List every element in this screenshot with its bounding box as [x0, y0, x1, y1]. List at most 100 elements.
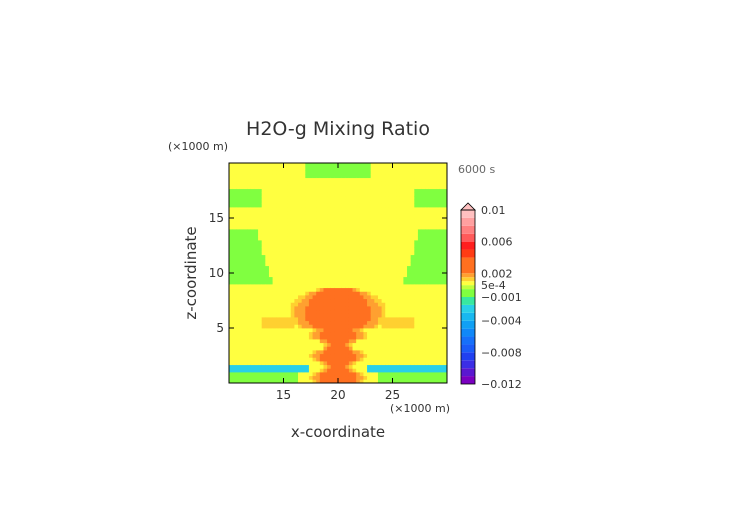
heatmap-cell — [341, 214, 346, 219]
heatmap-cell — [370, 192, 375, 197]
heatmap-cell — [276, 350, 281, 355]
heatmap-cell — [403, 284, 408, 289]
heatmap-cell — [388, 174, 393, 179]
heatmap-cell — [428, 302, 433, 307]
heatmap-cell — [338, 350, 343, 355]
heatmap-cell — [316, 236, 321, 241]
heatmap-cell — [436, 353, 441, 358]
heatmap-cell — [265, 240, 270, 245]
heatmap-cell — [258, 269, 263, 274]
heatmap-cell — [279, 375, 284, 380]
heatmap-cell — [327, 236, 332, 241]
heatmap-cell — [319, 273, 324, 278]
heatmap-cell — [327, 379, 332, 383]
heatmap-cell — [236, 258, 241, 263]
heatmap-cell — [254, 181, 259, 186]
heatmap-cell — [239, 339, 244, 344]
heatmap-cell — [327, 335, 332, 340]
heatmap-cell — [316, 185, 321, 190]
heatmap-cell — [319, 375, 324, 380]
heatmap-cell — [294, 353, 299, 358]
heatmap-cell — [276, 372, 281, 377]
heatmap-cell — [381, 174, 386, 179]
heatmap-cell — [432, 368, 437, 373]
heatmap-cell — [345, 306, 350, 311]
heatmap-cell — [272, 229, 277, 234]
heatmap-cell — [439, 229, 444, 234]
heatmap-cell — [432, 320, 437, 325]
heatmap-cell — [381, 225, 386, 230]
heatmap-cell — [428, 309, 433, 314]
heatmap-cell — [421, 353, 426, 358]
heatmap-cell — [261, 181, 266, 186]
heatmap-cell — [243, 350, 248, 355]
heatmap-cell — [319, 210, 324, 215]
heatmap-cell — [327, 357, 332, 362]
heatmap-cell — [316, 181, 321, 186]
heatmap-cell — [338, 225, 343, 230]
heatmap-cell — [341, 218, 346, 223]
heatmap-cell — [294, 280, 299, 285]
heatmap-cell — [243, 273, 248, 278]
heatmap-cell — [312, 192, 317, 197]
heatmap-cell — [367, 232, 372, 237]
heatmap-cell — [279, 269, 284, 274]
heatmap-cell — [428, 221, 433, 226]
heatmap-cell — [308, 313, 313, 318]
heatmap-cell — [323, 221, 328, 226]
heatmap-cell — [298, 254, 303, 259]
heatmap-cell — [374, 339, 379, 344]
heatmap-cell — [352, 276, 357, 281]
heatmap-cell — [439, 221, 444, 226]
heatmap-cell — [261, 276, 266, 281]
heatmap-cell — [410, 379, 415, 383]
heatmap-cell — [421, 265, 426, 270]
heatmap-cell — [410, 210, 415, 215]
heatmap-cell — [298, 273, 303, 278]
heatmap-cell — [341, 346, 346, 351]
colorbar-tick-label: 0.006 — [481, 236, 513, 249]
heatmap-cell — [243, 379, 248, 383]
heatmap-cell — [436, 313, 441, 318]
heatmap-cell — [367, 291, 372, 296]
heatmap-cell — [348, 372, 353, 377]
heatmap-cell — [287, 203, 292, 208]
heatmap-cell — [276, 254, 281, 259]
heatmap-cell — [316, 353, 321, 358]
heatmap-cell — [327, 254, 332, 259]
heatmap-cell — [359, 306, 364, 311]
heatmap-cell — [370, 258, 375, 263]
heatmap-cell — [414, 166, 419, 171]
heatmap-cell — [316, 232, 321, 237]
heatmap-cell — [258, 280, 263, 285]
heatmap-cell — [312, 247, 317, 252]
heatmap-cell — [432, 331, 437, 336]
heatmap-cell — [432, 361, 437, 366]
heatmap-cell — [359, 269, 364, 274]
heatmap-cell — [327, 302, 332, 307]
heatmap-cell — [377, 309, 382, 314]
heatmap-cell — [377, 302, 382, 307]
heatmap-cell — [239, 181, 244, 186]
heatmap-cell — [367, 214, 372, 219]
heatmap-cell — [359, 276, 364, 281]
heatmap-cell — [316, 320, 321, 325]
heatmap-cell — [283, 317, 288, 322]
heatmap-cell — [283, 229, 288, 234]
heatmap-cell — [439, 309, 444, 314]
heatmap-cell — [352, 192, 357, 197]
heatmap-cell — [432, 306, 437, 311]
heatmap-cell — [385, 346, 390, 351]
heatmap-cell — [359, 280, 364, 285]
heatmap-cell — [341, 170, 346, 175]
heatmap-cell — [348, 221, 353, 226]
heatmap-cell — [312, 258, 317, 263]
heatmap-cell — [283, 335, 288, 340]
heatmap-cell — [279, 361, 284, 366]
heatmap-cell — [243, 210, 248, 215]
heatmap-cell — [327, 229, 332, 234]
heatmap-cell — [363, 221, 368, 226]
heatmap-cell — [276, 364, 281, 369]
heatmap-cell — [421, 328, 426, 333]
heatmap-cell — [396, 298, 401, 303]
